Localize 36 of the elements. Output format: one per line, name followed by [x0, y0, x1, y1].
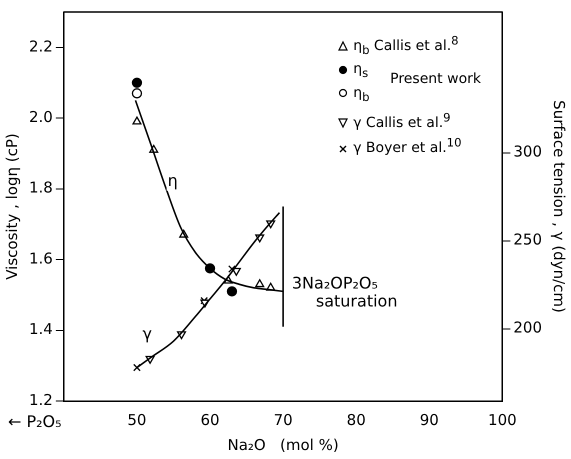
x-tick-label: 80: [346, 410, 366, 429]
y2-axis-title: Surface tension , γ (dyn/cm): [550, 100, 568, 313]
legend-label: η$_{s}$: [353, 61, 368, 80]
point: [228, 265, 236, 273]
point: [132, 116, 142, 125]
y-tick-label: 1.6: [28, 249, 53, 268]
y-axis-title: Viscosity , logη (cP): [2, 133, 21, 280]
y2-tick-label: 300: [513, 142, 542, 161]
point: [132, 88, 142, 98]
legend-label: γ Callis et al.$^{9}$: [353, 110, 451, 131]
x-tick-label: 90: [420, 410, 439, 429]
annotation: 3Na₂OP₂O₅ saturation: [292, 273, 398, 310]
annotation: η: [168, 170, 178, 190]
legend-label: γ Boyer et al.$^{10}$: [353, 136, 462, 156]
y-tick-label: 1.4: [28, 320, 53, 338]
point: [133, 364, 141, 372]
y-tick-label: 1.2: [28, 390, 53, 409]
y2-tick-label: 250: [513, 230, 542, 249]
annotation: γ: [142, 324, 152, 344]
x-tick-label: 100: [488, 410, 517, 429]
y-tick-label: 1.8: [28, 178, 53, 197]
y-tick-label: 2.0: [28, 108, 53, 126]
text: ← P₂O₅: [8, 412, 62, 432]
legend-label: η$_{b}$ Callis et al.$^{8}$: [353, 33, 459, 56]
x-tick-label: 70: [274, 410, 293, 429]
point: [255, 279, 264, 288]
legend-title: Present work: [390, 71, 481, 88]
x-axis-title: Na₂O (mol %): [228, 436, 339, 454]
legend-label: η$_{b}$: [353, 85, 370, 104]
point: [200, 296, 208, 304]
y2-tick-label: 200: [513, 318, 542, 337]
point: [226, 286, 238, 297]
x-tick-label: 50: [127, 410, 146, 429]
point: [132, 78, 142, 88]
y-tick-label: 2.2: [28, 37, 53, 56]
x-tick-label: 60: [200, 410, 220, 429]
